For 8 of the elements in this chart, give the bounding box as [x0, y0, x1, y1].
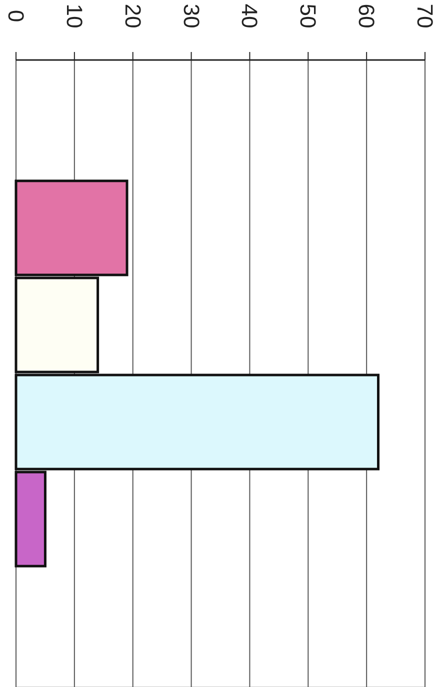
- x-tick-label: 60: [354, 4, 380, 28]
- x-tick-label: 30: [178, 4, 204, 28]
- x-tick-label: 20: [120, 4, 146, 28]
- x-tick-label: 70: [412, 4, 438, 28]
- x-tick-label: 40: [237, 4, 262, 28]
- x-tick-label: 10: [62, 4, 87, 28]
- x-tick-label: 50: [296, 4, 321, 28]
- x-tick-label: 0: [4, 10, 28, 22]
